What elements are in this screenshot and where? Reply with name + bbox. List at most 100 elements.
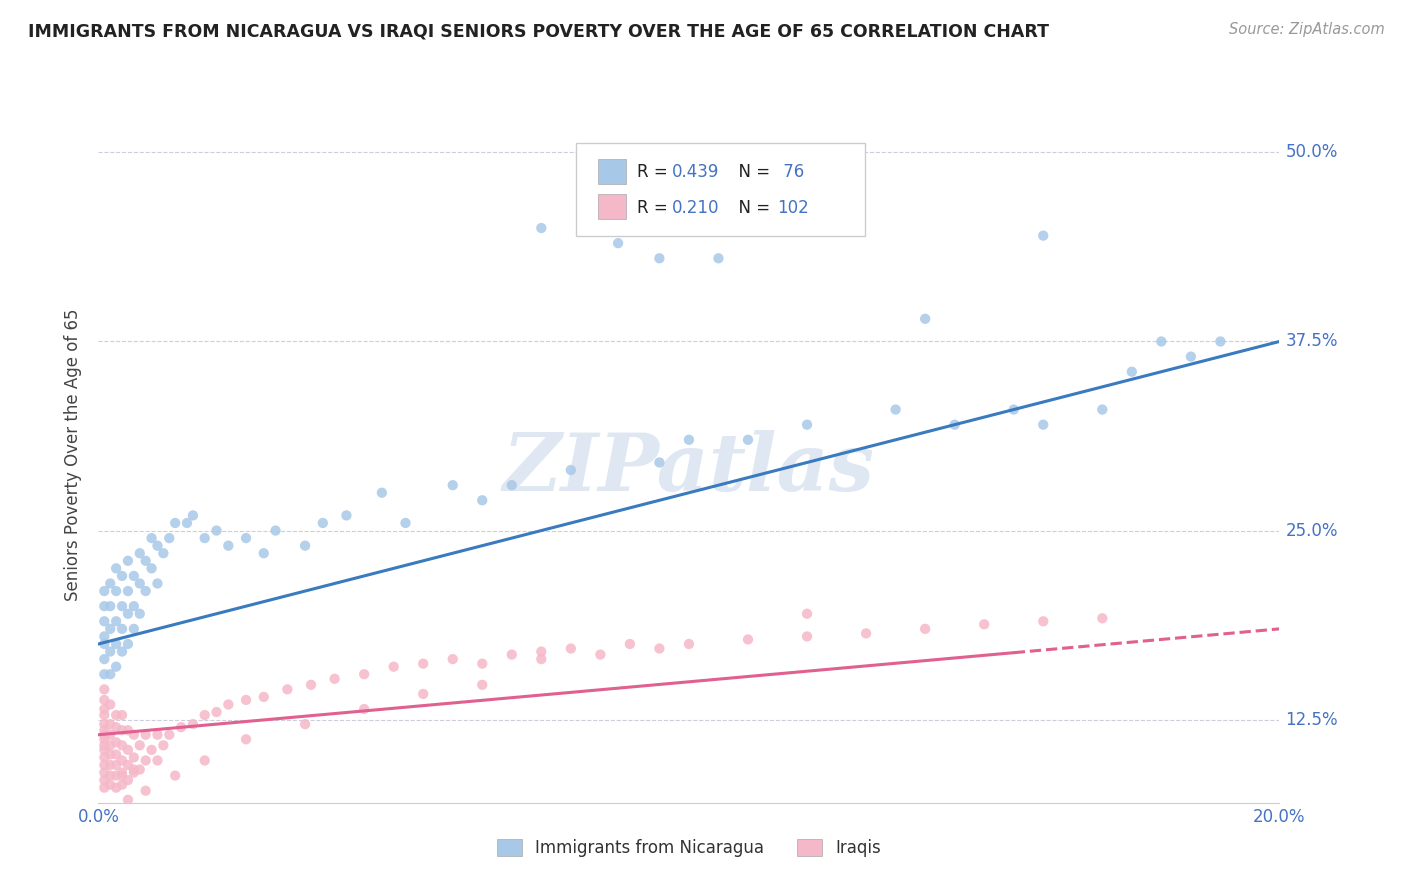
- Text: 102: 102: [778, 199, 810, 217]
- Point: [371, 485, 394, 500]
- Point: [117, 793, 139, 807]
- Text: 76: 76: [778, 163, 804, 181]
- Point: [648, 455, 671, 469]
- Point: [105, 708, 128, 723]
- Point: [111, 768, 134, 782]
- Point: [205, 705, 228, 719]
- Point: [111, 569, 134, 583]
- Text: N =: N =: [728, 163, 776, 181]
- Point: [98, 778, 121, 792]
- Point: [135, 554, 157, 568]
- Point: [914, 622, 936, 636]
- Point: [353, 667, 375, 681]
- Point: [117, 584, 139, 599]
- Point: [93, 723, 115, 738]
- Point: [157, 531, 180, 545]
- Point: [98, 644, 121, 658]
- Point: [181, 717, 204, 731]
- Point: [105, 720, 128, 734]
- Point: [98, 622, 121, 636]
- Point: [194, 754, 217, 768]
- Point: [412, 657, 434, 671]
- Point: [122, 622, 145, 636]
- Point: [1150, 334, 1173, 349]
- Point: [146, 539, 169, 553]
- Point: [648, 641, 671, 656]
- Point: [93, 667, 115, 681]
- Point: [884, 402, 907, 417]
- Point: [141, 531, 163, 545]
- Point: [93, 728, 115, 742]
- Point: [93, 780, 115, 795]
- Point: [323, 672, 346, 686]
- Point: [93, 584, 115, 599]
- Point: [122, 763, 145, 777]
- Point: [105, 561, 128, 575]
- Point: [471, 493, 494, 508]
- Point: [294, 717, 316, 731]
- Point: [135, 728, 157, 742]
- Point: [135, 783, 157, 797]
- Point: [264, 524, 287, 538]
- Point: [141, 561, 163, 575]
- Text: IMMIGRANTS FROM NICARAGUA VS IRAQI SENIORS POVERTY OVER THE AGE OF 65 CORRELATIO: IMMIGRANTS FROM NICARAGUA VS IRAQI SENIO…: [28, 22, 1049, 40]
- Point: [501, 478, 523, 492]
- Point: [117, 773, 139, 788]
- Point: [117, 554, 139, 568]
- Point: [796, 629, 818, 643]
- Point: [796, 417, 818, 432]
- Point: [117, 758, 139, 772]
- Point: [135, 754, 157, 768]
- Point: [1180, 350, 1202, 364]
- Point: [678, 433, 700, 447]
- Point: [111, 723, 134, 738]
- Point: [98, 758, 121, 772]
- Point: [146, 576, 169, 591]
- Point: [441, 652, 464, 666]
- Point: [181, 508, 204, 523]
- Text: 50.0%: 50.0%: [1285, 144, 1337, 161]
- Point: [122, 569, 145, 583]
- Point: [93, 702, 115, 716]
- Point: [796, 607, 818, 621]
- Text: Source: ZipAtlas.com: Source: ZipAtlas.com: [1229, 22, 1385, 37]
- Point: [943, 417, 966, 432]
- Point: [560, 641, 582, 656]
- Point: [98, 747, 121, 762]
- Point: [111, 644, 134, 658]
- Point: [152, 739, 174, 753]
- Point: [1121, 365, 1143, 379]
- Point: [312, 516, 335, 530]
- Point: [93, 833, 115, 847]
- Point: [93, 682, 115, 697]
- Point: [93, 750, 115, 764]
- Point: [235, 732, 257, 747]
- Text: R =: R =: [637, 199, 673, 217]
- Point: [93, 599, 115, 614]
- Point: [253, 690, 276, 704]
- Point: [93, 743, 115, 757]
- Point: [98, 768, 121, 782]
- Point: [93, 717, 115, 731]
- Point: [276, 682, 298, 697]
- Point: [93, 826, 115, 840]
- Point: [128, 607, 150, 621]
- Point: [152, 546, 174, 560]
- Point: [1032, 417, 1054, 432]
- Point: [111, 622, 134, 636]
- Point: [93, 848, 115, 863]
- Point: [122, 765, 145, 780]
- Point: [117, 607, 139, 621]
- Y-axis label: Seniors Poverty Over the Age of 65: Seniors Poverty Over the Age of 65: [65, 309, 83, 601]
- Point: [560, 463, 582, 477]
- Point: [648, 252, 671, 266]
- Point: [253, 546, 276, 560]
- Point: [737, 632, 759, 647]
- Point: [98, 814, 121, 828]
- Point: [105, 768, 128, 782]
- Point: [973, 617, 995, 632]
- Point: [353, 702, 375, 716]
- Point: [128, 546, 150, 560]
- Point: [93, 739, 115, 753]
- Point: [141, 743, 163, 757]
